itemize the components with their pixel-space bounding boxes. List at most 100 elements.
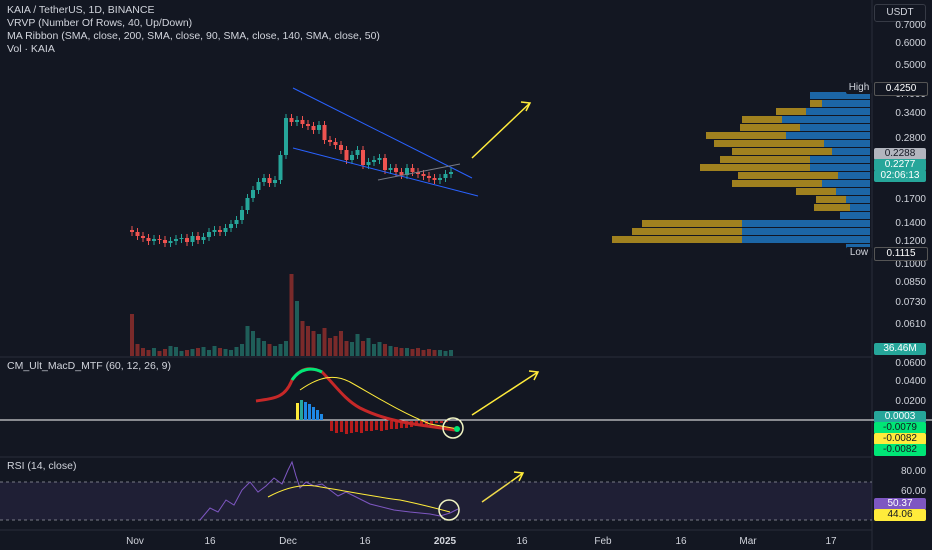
vp-down-bar [632, 228, 742, 235]
vp-down-bar [814, 204, 850, 211]
high-value-tag: 0.4250 [874, 82, 928, 96]
volume-bar [427, 349, 431, 356]
volume-bar [141, 348, 145, 356]
candle-body [322, 125, 327, 140]
rsi-ma-line [267, 485, 451, 513]
volume-bar [223, 349, 228, 356]
price-tick-label: 0.0850 [895, 277, 926, 288]
candle-body [421, 174, 426, 176]
price-tick-label: 0.1200 [895, 236, 926, 247]
macd-histogram-bar [350, 421, 353, 433]
volume-bar [300, 321, 305, 356]
price-tick-label: 0.1400 [895, 218, 926, 229]
candle-body [135, 232, 140, 236]
volume-bar [361, 341, 365, 356]
candle-body [201, 237, 206, 240]
candle-body [289, 118, 294, 122]
volume-bar [366, 338, 371, 356]
currency-button[interactable]: USDT [874, 4, 926, 22]
macd-histogram-bar [355, 421, 358, 432]
vp-up-bar [786, 132, 870, 139]
volume-bar [317, 334, 321, 356]
candle-body [223, 228, 228, 232]
volume-bar [163, 349, 167, 356]
rsi-band [0, 482, 872, 520]
vp-up-bar [806, 108, 870, 115]
ma-line [377, 163, 461, 181]
macd-highlight-circle [442, 417, 464, 439]
macd-histogram-bar [330, 421, 333, 431]
rsi-line [199, 460, 459, 521]
vp-up-bar [822, 180, 870, 187]
macd-histogram-bar [385, 421, 388, 430]
ma-ribbon-legend[interactable]: MA Ribbon (SMA, close, 200, SMA, close, … [7, 30, 380, 42]
vp-down-bar [714, 140, 824, 147]
candle-body [427, 176, 431, 178]
candle-body [443, 174, 448, 178]
macd-tick-label: 0.0200 [895, 396, 926, 407]
macd-histogram-bar [405, 421, 408, 428]
time-tick-label: Nov [126, 536, 144, 547]
rsi-tag-2: 44.06 [874, 509, 926, 521]
volume-bar [284, 341, 288, 356]
rsi-highlight-circle [438, 499, 460, 521]
macd-line-rising [290, 367, 323, 381]
candle-body [179, 238, 184, 239]
volume-bar [410, 349, 415, 356]
candle-body [306, 124, 310, 126]
time-tick-label: 16 [516, 536, 528, 547]
candle-body [284, 118, 288, 155]
macd-histogram-bar [395, 421, 398, 429]
rsi-tick-label: 60.00 [900, 486, 926, 497]
candle-body [328, 140, 332, 142]
volume-bar [174, 347, 178, 356]
candle-body [438, 178, 442, 180]
price-target-arrow-head [520, 101, 532, 112]
countdown-tag: 02:06:13 [874, 170, 926, 182]
price-tick-label: 0.6000 [895, 38, 926, 49]
volume-bar [355, 334, 360, 356]
candle-body [355, 150, 360, 155]
price-tick-label: 0.1000 [895, 259, 926, 270]
time-tick-label: 16 [359, 536, 371, 547]
macd-histogram-bar [400, 421, 403, 428]
price-tick-label: 0.0730 [895, 297, 926, 308]
rsi-tag-1: 50.37 [874, 498, 926, 510]
price-tick-label: 0.5000 [895, 60, 926, 71]
rsi-legend[interactable]: RSI (14, close) [7, 460, 77, 472]
candle-body [388, 168, 393, 170]
candle-body [234, 220, 239, 224]
vp-up-bar [838, 172, 870, 179]
vp-down-bar [776, 108, 806, 115]
macd-tag-2: -0.0079 [874, 422, 926, 434]
ma-value-tag: 0.2288 [874, 148, 926, 160]
candle-body [399, 172, 404, 175]
candle-body [146, 238, 151, 241]
macd-legend[interactable]: CM_Ult_MacD_MTF (60, 12, 26, 9) [7, 360, 171, 372]
volume-bar [421, 350, 426, 356]
time-tick-label: 16 [204, 536, 216, 547]
last-price-tag: 0.2277 [874, 159, 926, 171]
vp-down-bar [740, 124, 800, 131]
volume-bar [273, 346, 277, 356]
volume-bar [196, 348, 200, 356]
macd-histogram-bar [365, 421, 368, 431]
candle-body [163, 240, 167, 243]
vp-down-bar [720, 156, 810, 163]
vrvp-legend[interactable]: VRVP (Number Of Rows, 40, Up/Down) [7, 17, 193, 29]
macd-dot [454, 426, 460, 432]
volume-bar [388, 346, 393, 356]
volume-legend[interactable]: Vol · KAIA [7, 43, 55, 55]
price-tick-label: 0.2800 [895, 133, 926, 144]
vp-up-bar [742, 220, 870, 227]
volume-bar [289, 274, 294, 356]
symbol-title[interactable]: KAIA / TetherUS, 1D, BINANCE [7, 4, 155, 16]
candle-body [344, 150, 349, 160]
macd-line [255, 367, 456, 432]
macd-histogram-bar [320, 414, 323, 420]
volume-bar [278, 344, 283, 356]
candle-body [410, 168, 415, 172]
volume-value-tag: 36.46M [874, 343, 926, 355]
macd-target-arrow-head [528, 370, 540, 381]
